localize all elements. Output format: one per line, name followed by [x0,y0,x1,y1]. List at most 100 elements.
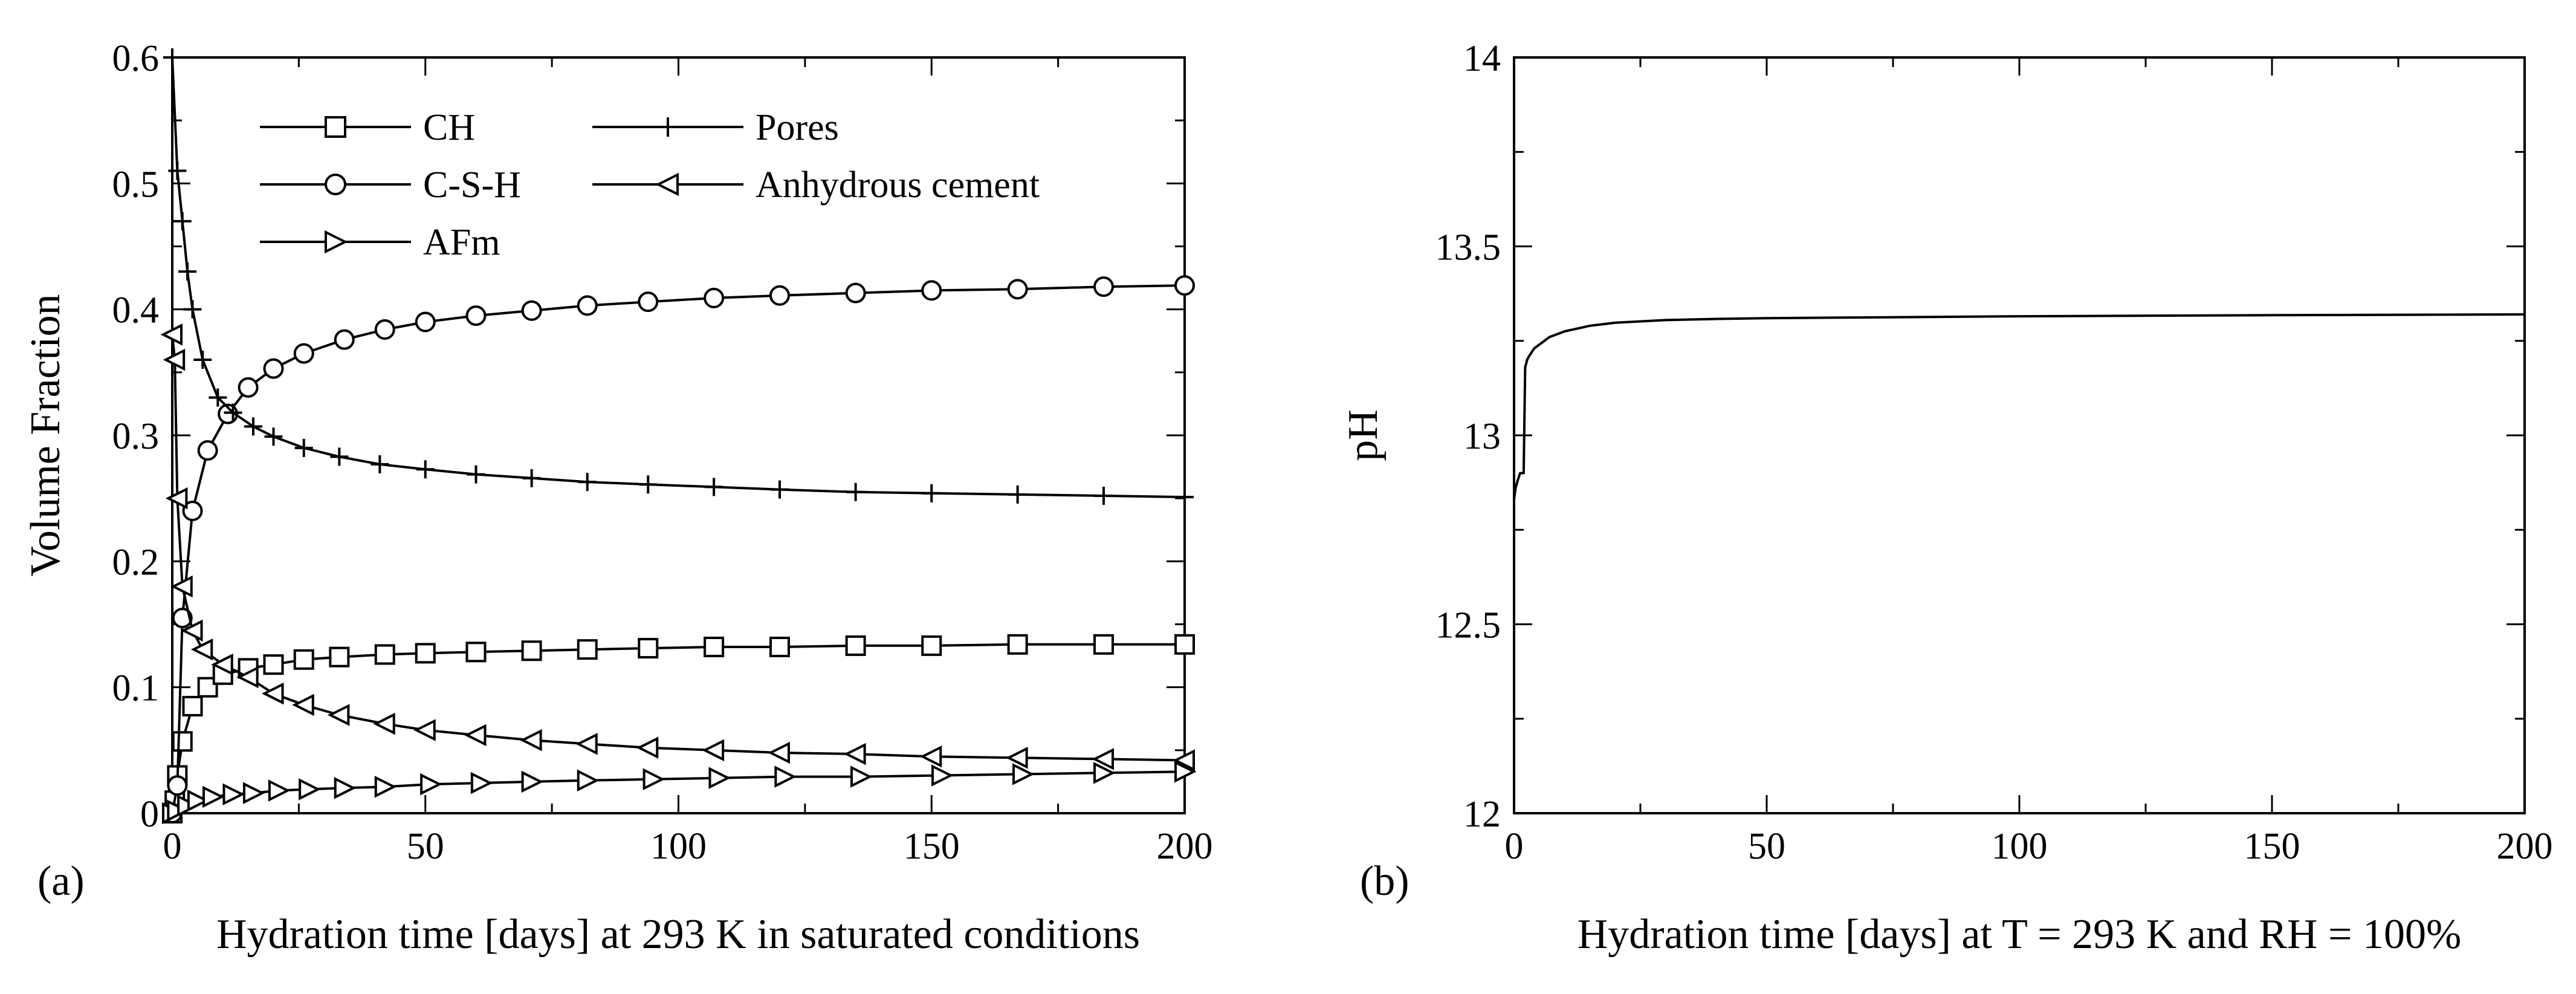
data-point-afm [243,782,265,804]
y-tick-label-b: 13 [1463,416,1501,457]
y-tick-label-a: 0.5 [112,164,160,205]
y-tick-label-a: 0.2 [112,542,160,583]
data-point-pores [294,438,313,457]
data-point-anhydrous-cement [163,348,186,371]
y-tick-label-b: 12.5 [1435,605,1501,646]
data-point-ch [521,640,542,661]
data-point-c-s-h [415,311,436,333]
y-tick-label-a: 0 [140,794,159,835]
data-point-afm [850,765,873,788]
data-point-c-s-h [465,305,487,326]
plot-frame-b [1513,56,2526,814]
legend-a: CH C-S-H AFm Pores Anhydrous cement [260,107,1040,263]
data-point-afm [1174,761,1197,783]
data-point-pores [846,482,865,501]
legend-label-anhydrous-cement: Anhydrous cement [756,164,1040,206]
data-point-anhydrous-cement [1006,747,1028,769]
data-point-afm [334,777,357,799]
data-point-afm [577,769,600,792]
data-point-pores [330,447,349,466]
panel-label-a: (a) [37,858,85,905]
data-point-pores [705,478,723,496]
x-tick-label-a: 100 [650,826,707,867]
data-point-anhydrous-cement [292,694,314,716]
series-a [160,48,1197,825]
data-point-pores [771,480,789,499]
data-point-afm [931,764,954,787]
data-point-ch [329,646,350,668]
data-point-ch [704,637,725,657]
data-point-anhydrous-cement [211,653,233,676]
data-point-ch [769,637,790,657]
data-point-anhydrous-cement [373,712,395,735]
data-point-c-s-h [167,775,188,796]
y-tick-label-a: 0.1 [112,668,160,709]
y-tick-label-b: 14 [1463,38,1501,79]
data-point-c-s-h [638,291,659,313]
x-tick-label-b: 50 [1748,826,1785,867]
y-axis-label-a: Volume Fraction [22,294,69,576]
legend-label-c-s-h: C-S-H [423,164,521,206]
data-point-pores [244,417,262,436]
ticks-a: 0 50 100 150 200 0 0.1 0.2 0.3 0.4 0.5 0.6 [112,38,1213,867]
y-tick-label-a: 0.4 [112,290,160,331]
x-tick-label-a: 150 [904,826,960,867]
data-point-anhydrous-cement [236,666,259,689]
data-point-anhydrous-cement [165,487,188,510]
data-point-afm [1012,763,1035,785]
x-tick-label-b: 150 [2244,826,2300,867]
series-line-ph [1513,313,2525,500]
data-point-afm [642,768,665,790]
data-point-anhydrous-cement [1092,748,1114,770]
data-point-c-s-h [1093,276,1114,297]
y-tick-label-a: 0.3 [112,416,160,457]
data-point-afm [470,771,493,794]
data-point-ch [182,695,203,716]
x-tick-label-a: 50 [407,826,444,867]
data-point-ch [1093,634,1114,655]
data-point-c-s-h [334,329,355,350]
legend-marker-pores [658,117,678,137]
data-point-afm [202,785,225,808]
data-point-c-s-h [172,608,193,629]
data-point-anhydrous-cement [919,746,942,768]
data-point-ch [1007,634,1028,655]
data-point-afm [521,770,544,793]
data-point-c-s-h [293,343,314,364]
data-point-c-s-h [1174,275,1195,296]
data-point-anhydrous-cement [327,704,350,726]
data-point-pores [416,460,435,479]
data-point-ch [1174,634,1195,655]
legend-marker-c-s-h [325,174,346,195]
panel-b: 0 50 100 150 200 12 12.5 13 13.5 14 (b) Hydration… [1340,38,2553,958]
series-line-pores [171,57,1185,499]
data-point-ch [293,649,314,670]
data-point-c-s-h [845,282,866,304]
y-tick-label-b: 13.5 [1435,227,1501,268]
data-point-afm [299,778,321,801]
legend-label-afm: AFm [423,222,500,263]
data-point-anhydrous-cement [1173,749,1195,771]
data-point-anhydrous-cement [464,724,487,747]
data-point-pores [264,427,283,446]
data-point-c-s-h [1007,279,1028,300]
data-point-c-s-h [577,295,598,316]
data-point-pores [178,262,197,281]
data-point-c-s-h [769,285,790,306]
data-point-pores [922,484,941,502]
y-tick-label-b: 12 [1463,794,1501,835]
panel-a: 0 50 100 150 200 0 0.1 0.2 0.3 0.4 0.5 0.6 CH C-S-H A… [22,38,1213,958]
y-axis-label-b: pH [1340,409,1387,461]
data-point-pores [224,403,242,422]
data-point-afm [222,783,245,805]
data-point-c-s-h [374,319,395,340]
x-tick-label-b: 200 [2497,826,2553,867]
series-line-c-s-h [171,284,1185,814]
legend-label-ch: CH [423,107,475,148]
data-point-anhydrous-cement [170,575,193,598]
data-point-c-s-h [704,287,725,308]
data-point-pores [1008,485,1027,504]
x-axis-label-b: Hydration time [days] at T = 293 K and R… [1578,911,2462,958]
data-point-anhydrous-cement [181,619,203,642]
